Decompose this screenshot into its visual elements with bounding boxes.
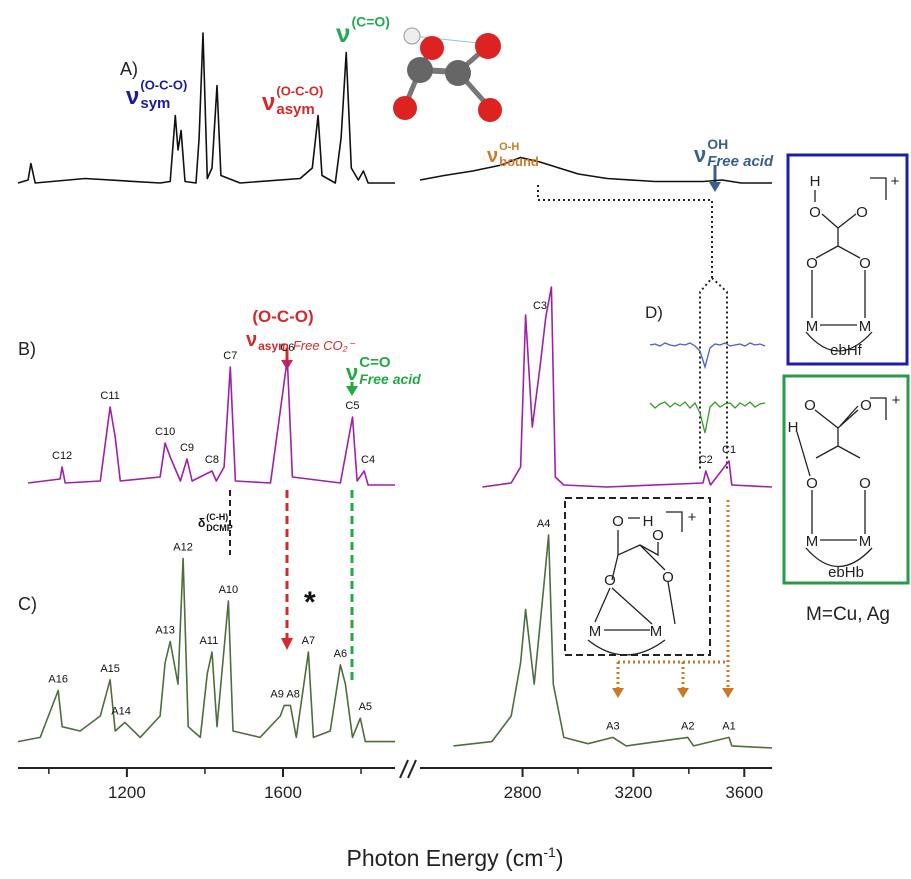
panel-label: A) xyxy=(120,59,138,79)
atom: O xyxy=(860,397,872,414)
peak-label: A3 xyxy=(606,720,619,732)
peak-label: A2 xyxy=(681,720,694,732)
annotation-symbol: ν xyxy=(336,18,350,48)
annotation-sub: bound xyxy=(499,154,539,169)
annotation-sup: C=O xyxy=(359,354,391,371)
x-tick-label: 1200 xyxy=(108,783,146,802)
annotation-symbol: ν xyxy=(487,145,498,167)
atom: O xyxy=(809,204,821,221)
peak-label: A13 xyxy=(155,625,175,637)
annotation-sup: (O-C-O) xyxy=(140,78,187,93)
atom: M xyxy=(859,533,872,550)
annotation-sub: asym xyxy=(258,339,289,353)
peak-label: C3 xyxy=(533,300,547,312)
annotation-symbol: ν xyxy=(694,142,706,167)
atom: H xyxy=(788,419,799,436)
atom: O xyxy=(612,513,624,530)
annotation-sup: (C-H) xyxy=(206,512,228,522)
annotation-symbol: δ xyxy=(198,516,205,530)
peak-label: A15 xyxy=(100,663,120,675)
atom: O xyxy=(604,572,616,589)
atom: H xyxy=(810,173,821,190)
peak-label: A9 xyxy=(270,688,283,700)
atom: M xyxy=(859,318,872,335)
structure-ebhb: O O H O O M M + ebHb xyxy=(788,392,901,581)
annotation-sub: sym xyxy=(140,95,170,112)
axis-break xyxy=(400,760,416,778)
atom: M xyxy=(589,623,602,640)
atom: M xyxy=(650,623,663,640)
atom: O xyxy=(856,204,868,221)
annotation-note: Free CO₂⁻ xyxy=(293,338,356,353)
peak-label: C5 xyxy=(345,400,359,412)
atom: M xyxy=(806,533,819,550)
inset-label: D) xyxy=(645,303,663,322)
peak-label: A6 xyxy=(334,648,347,660)
peak-label: C11 xyxy=(100,390,119,402)
x-axis-title: Photon Energy (cm-1) xyxy=(347,844,564,871)
x-tick-label: 3600 xyxy=(725,783,763,802)
peak-label: A12 xyxy=(173,541,193,553)
charge: + xyxy=(688,509,697,526)
peak-label: A11 xyxy=(199,635,218,647)
structure-name: ebHf xyxy=(830,342,863,359)
structure-name: ebHb xyxy=(828,564,864,581)
peak-label: A10 xyxy=(219,584,239,596)
inset-trace xyxy=(650,402,765,433)
annotation-symbol: ν xyxy=(246,329,257,351)
annotation-sub: Free acid xyxy=(707,153,774,170)
figure: H O O O O M M + ebHf O O H O O M M + ebH… xyxy=(0,0,911,874)
molecule-model xyxy=(393,28,502,122)
peak-label: C2 xyxy=(699,454,713,466)
annotation-symbol: ν xyxy=(346,360,358,385)
atom: O xyxy=(859,475,871,492)
atom: O xyxy=(806,475,818,492)
peak-label: C8 xyxy=(205,454,219,466)
panel-label: C) xyxy=(18,594,37,614)
peak-label: A7 xyxy=(302,635,315,647)
peak-label: A8 xyxy=(286,688,299,700)
peak-label: C9 xyxy=(180,442,194,454)
atom: O xyxy=(804,397,816,414)
charge: + xyxy=(892,392,901,409)
peak-label: C10 xyxy=(155,426,175,438)
annotation-sub: DCMP xyxy=(206,523,233,533)
metal-note: M=Cu, Ag xyxy=(806,604,890,625)
annotation-sup: (C=O) xyxy=(351,13,390,29)
annotation-top: (O-C-O) xyxy=(252,307,313,326)
peak-label: A16 xyxy=(48,673,68,685)
atom: O xyxy=(662,569,674,586)
inset-trace xyxy=(650,343,765,367)
atom: O xyxy=(806,255,818,272)
atom: M xyxy=(806,318,819,335)
structure-inset: O H O O O M M + xyxy=(588,509,697,655)
x-tick-label: 3200 xyxy=(615,783,653,802)
annotation-symbol: * xyxy=(304,586,316,619)
annotation-sub: asym xyxy=(276,101,314,118)
peak-label: A5 xyxy=(359,701,372,713)
annotation-symbol: ν xyxy=(262,89,275,116)
atom: O xyxy=(859,255,871,272)
peak-label: A1 xyxy=(722,720,735,732)
peak-label: C1 xyxy=(722,444,736,456)
peak-label: C12 xyxy=(52,450,72,462)
spectrum-trace xyxy=(18,535,772,748)
annotation-sup: O-H xyxy=(499,141,519,153)
annotation-sup: (O-C-O) xyxy=(276,84,323,99)
panel-label: B) xyxy=(18,339,36,359)
peak-label: C7 xyxy=(223,350,237,362)
structure-ebhf: H O O O O M M + ebHf xyxy=(806,173,900,359)
annotation-sup: OH xyxy=(707,136,728,152)
annotation-sub: Free acid xyxy=(359,371,421,387)
x-tick-label: 1600 xyxy=(264,783,302,802)
charge: + xyxy=(891,173,900,190)
peak-label: C4 xyxy=(361,454,375,466)
peak-label: A14 xyxy=(111,705,131,717)
x-tick-label: 2800 xyxy=(504,783,542,802)
annotation-symbol: ν xyxy=(126,83,139,110)
atom: O xyxy=(652,527,664,544)
peak-label: A4 xyxy=(537,518,550,530)
